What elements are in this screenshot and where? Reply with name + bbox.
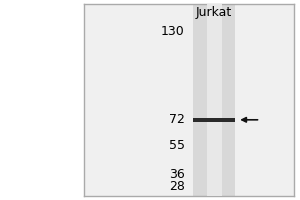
Text: 55: 55 — [169, 139, 185, 152]
Text: 28: 28 — [169, 180, 185, 193]
Text: 36: 36 — [169, 168, 185, 181]
Text: 72: 72 — [169, 113, 185, 126]
Bar — [193, 118, 235, 122]
Bar — [207, 4, 221, 196]
Text: Jurkat: Jurkat — [196, 6, 232, 19]
Text: 130: 130 — [161, 25, 185, 38]
Bar — [193, 4, 235, 196]
